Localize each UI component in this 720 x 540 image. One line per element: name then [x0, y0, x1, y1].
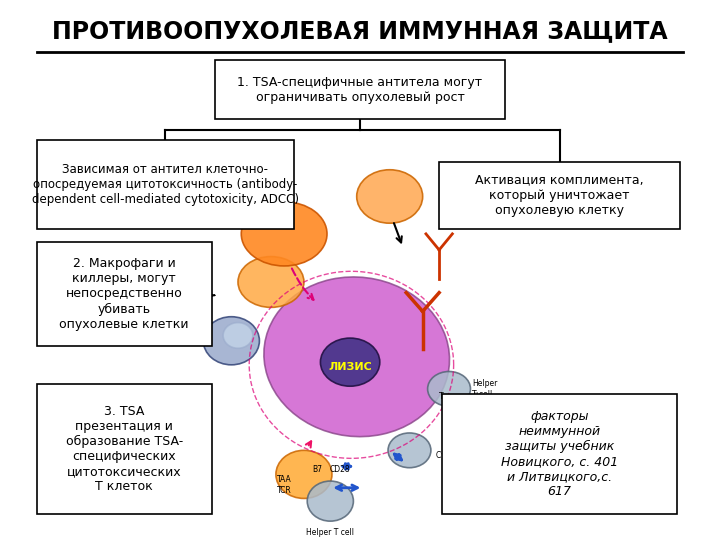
Ellipse shape: [307, 481, 354, 521]
Text: ПРОТИВООПУХОЛЕВАЯ ИММУННАЯ ЗАЩИТА: ПРОТИВООПУХОЛЕВАЯ ИММУННАЯ ЗАЩИТА: [52, 19, 668, 43]
Text: Активация комплимента,
который уничтожает
опухолевую клетку: Активация комплимента, который уничтожае…: [475, 174, 644, 217]
Text: Cytolaxic T cell: Cytolaxic T cell: [436, 451, 494, 460]
Text: Helper
T cell: Helper T cell: [472, 379, 498, 399]
Text: B7: B7: [312, 464, 322, 474]
Text: 3. TSA
презентация и
образование TSA-
специфических
цитотоксических
Т клеток: 3. TSA презентация и образование TSA- сп…: [66, 405, 183, 493]
Ellipse shape: [276, 450, 332, 498]
Ellipse shape: [264, 277, 449, 437]
Text: Зависимая от антител клеточно-
опосредуемая цитотоксичность (antibody-
dependent: Зависимая от антител клеточно- опосредуе…: [32, 163, 299, 206]
Text: CD28: CD28: [330, 464, 351, 474]
Ellipse shape: [238, 256, 304, 307]
Text: 1. TSA-специфичные антитела могут
ограничивать опухолевый рост: 1. TSA-специфичные антитела могут ограни…: [238, 76, 482, 104]
Ellipse shape: [223, 322, 253, 348]
Ellipse shape: [203, 317, 259, 365]
Ellipse shape: [428, 372, 470, 406]
Text: Tumor cell: Tumor cell: [439, 393, 478, 401]
FancyBboxPatch shape: [439, 161, 680, 228]
Text: факторы
неиммунной
защиты учебник
Новицкого, с. 401
и Литвицкого,с.
617: факторы неиммунной защиты учебник Новицк…: [501, 410, 618, 498]
Ellipse shape: [241, 202, 327, 266]
Ellipse shape: [388, 433, 431, 468]
Ellipse shape: [320, 338, 379, 386]
Text: Helper T cell: Helper T cell: [306, 528, 354, 537]
Ellipse shape: [356, 170, 423, 223]
Text: TAA: TAA: [276, 475, 292, 484]
Text: ЛИЗИС: ЛИЗИС: [328, 362, 372, 373]
FancyBboxPatch shape: [37, 242, 212, 346]
Text: TCR: TCR: [276, 486, 292, 495]
FancyBboxPatch shape: [37, 140, 294, 228]
FancyBboxPatch shape: [215, 60, 505, 119]
FancyBboxPatch shape: [37, 383, 212, 515]
Text: 2. Макрофаги и
киллеры, могут
непосредственно
убивать
опухолевые клетки: 2. Макрофаги и киллеры, могут непосредст…: [60, 258, 189, 330]
FancyBboxPatch shape: [443, 394, 677, 515]
